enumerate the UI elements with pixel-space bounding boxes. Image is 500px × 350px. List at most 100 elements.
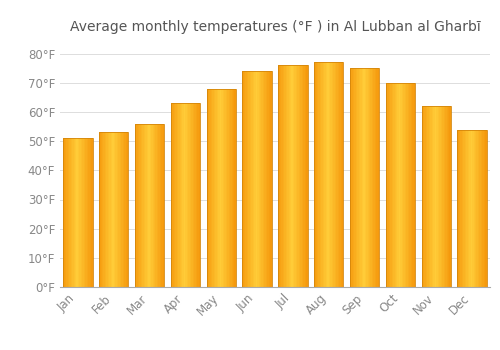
Bar (482, 130, 484, 287)
Bar (316, 62, 317, 287)
Bar (332, 62, 333, 287)
Bar (206, 89, 208, 287)
Bar (221, 89, 223, 287)
Bar (234, 89, 236, 287)
Bar (188, 103, 190, 287)
Bar (429, 106, 430, 287)
Bar (324, 62, 326, 287)
Bar (438, 106, 439, 287)
Bar (248, 71, 250, 287)
Bar (322, 62, 323, 287)
Bar (270, 71, 272, 287)
Bar (426, 106, 428, 287)
Bar (226, 89, 227, 287)
Bar (196, 103, 197, 287)
Bar (464, 130, 465, 287)
Bar (396, 83, 398, 287)
Bar (232, 89, 233, 287)
Bar (475, 130, 476, 287)
Bar (242, 71, 244, 287)
Bar (339, 62, 340, 287)
Bar (264, 71, 266, 287)
Bar (330, 62, 332, 287)
Bar (118, 132, 120, 287)
Bar (400, 83, 402, 287)
Bar (399, 83, 400, 287)
Bar (320, 62, 322, 287)
Bar (190, 103, 192, 287)
Bar (69, 138, 70, 287)
Bar (186, 103, 187, 287)
Bar (257, 71, 258, 287)
Bar (306, 65, 308, 287)
Bar (258, 71, 260, 287)
Bar (369, 68, 370, 287)
Bar (302, 65, 303, 287)
Bar (435, 106, 436, 287)
Bar (464, 130, 466, 287)
Bar (105, 132, 106, 287)
Bar (212, 89, 214, 287)
Bar (326, 62, 328, 287)
Bar (446, 106, 448, 287)
Bar (360, 68, 362, 287)
Bar (90, 138, 91, 287)
Bar (254, 71, 256, 287)
Bar (304, 65, 306, 287)
Bar (127, 132, 128, 287)
Bar (290, 65, 292, 287)
Bar (298, 65, 299, 287)
Bar (362, 68, 363, 287)
Bar (469, 130, 470, 287)
Bar (115, 132, 116, 287)
Bar (262, 71, 263, 287)
Bar (220, 89, 222, 287)
Bar (390, 83, 392, 287)
Bar (459, 130, 460, 287)
Bar (251, 71, 252, 287)
Bar (478, 130, 480, 287)
Bar (378, 68, 380, 287)
Bar (233, 89, 234, 287)
Bar (278, 65, 280, 287)
Bar (198, 103, 200, 287)
Bar (121, 132, 122, 287)
Bar (247, 71, 248, 287)
Bar (181, 103, 182, 287)
Bar (294, 65, 296, 287)
Bar (208, 89, 210, 287)
Bar (481, 130, 482, 287)
Bar (352, 68, 353, 287)
Bar (278, 65, 308, 287)
Bar (300, 65, 302, 287)
Bar (100, 132, 102, 287)
Bar (424, 106, 426, 287)
Bar (284, 65, 286, 287)
Bar (124, 132, 126, 287)
Bar (402, 83, 404, 287)
Bar (216, 89, 217, 287)
Bar (410, 83, 412, 287)
Bar (476, 130, 478, 287)
Bar (293, 65, 294, 287)
Bar (81, 138, 82, 287)
Bar (178, 103, 180, 287)
Bar (353, 68, 354, 287)
Bar (442, 106, 444, 287)
Bar (76, 138, 78, 287)
Bar (406, 83, 408, 287)
Bar (480, 130, 481, 287)
Bar (281, 65, 282, 287)
Bar (398, 83, 399, 287)
Bar (106, 132, 108, 287)
Bar (84, 138, 86, 287)
Bar (218, 89, 220, 287)
Bar (102, 132, 104, 287)
Bar (135, 124, 164, 287)
Bar (250, 71, 251, 287)
Bar (286, 65, 287, 287)
Bar (126, 132, 127, 287)
Bar (484, 130, 486, 287)
Bar (354, 68, 356, 287)
Bar (375, 68, 376, 287)
